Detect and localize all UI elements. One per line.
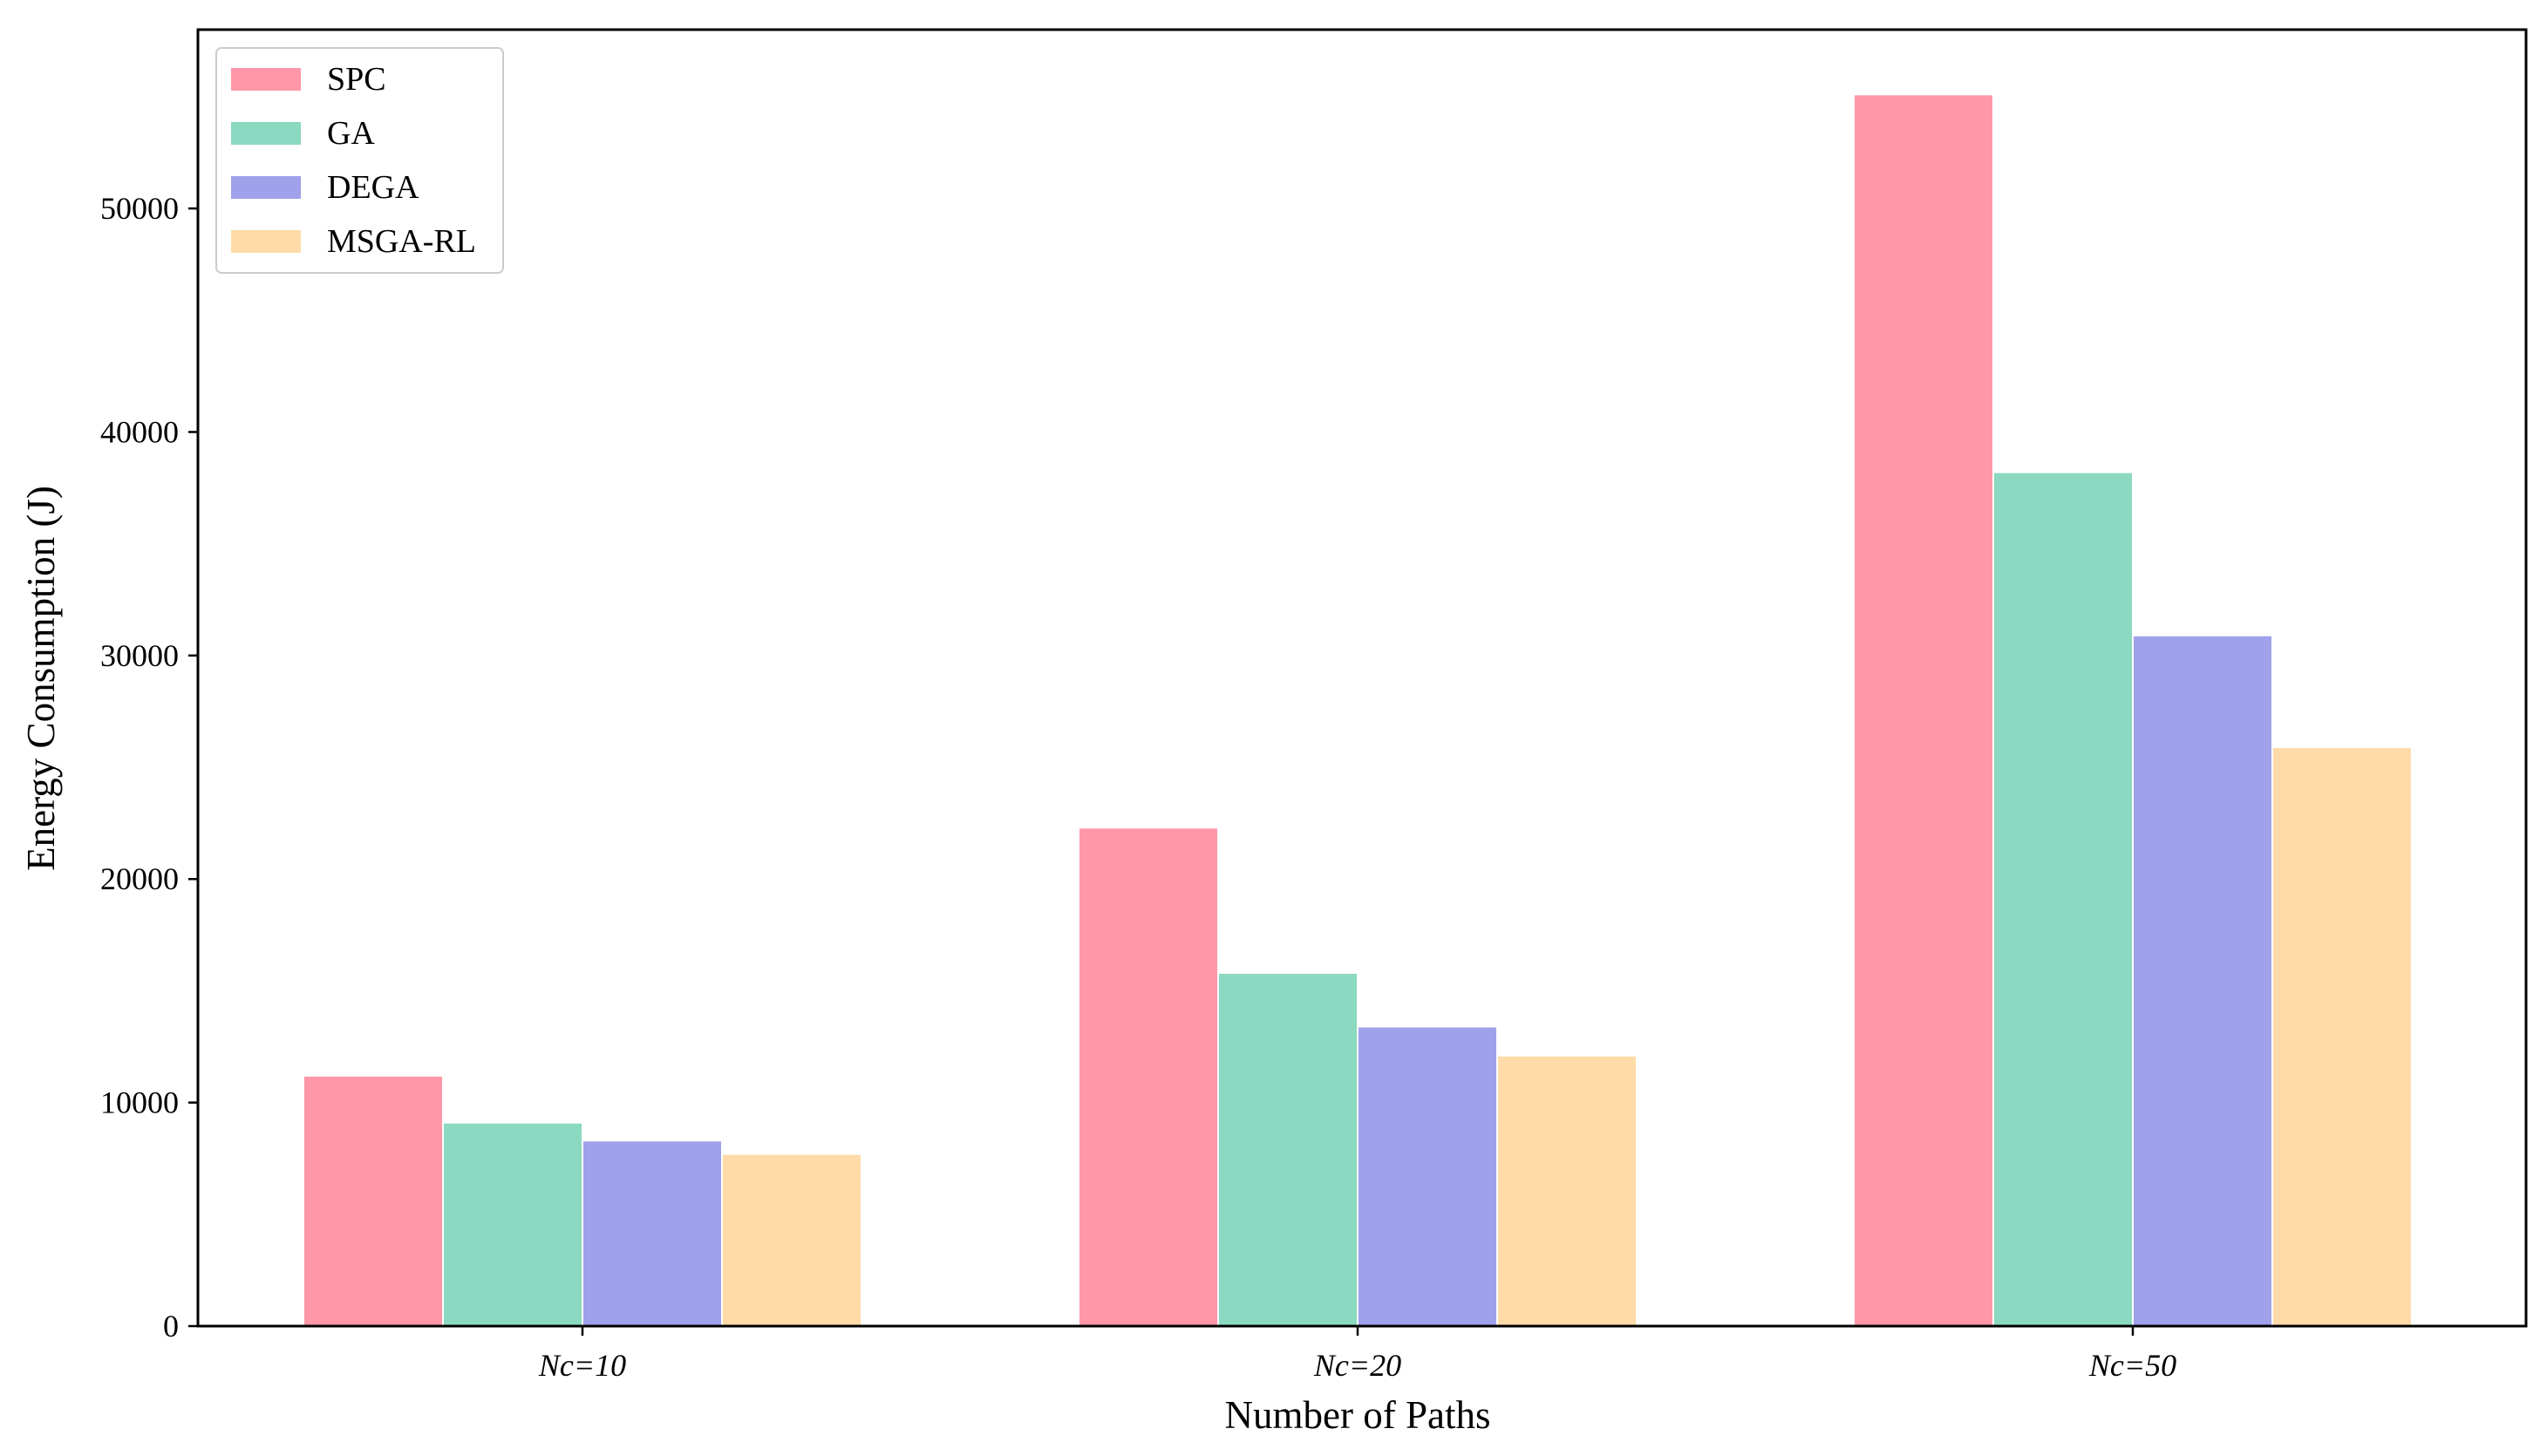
y-axis-label: Energy Consumption (J) — [19, 486, 63, 871]
bar-ga-1 — [442, 1121, 583, 1327]
legend-box — [215, 47, 504, 274]
bar-dega-1 — [582, 1140, 723, 1328]
bar-spc-3 — [1853, 93, 1994, 1328]
x-tick-label: Nc=20 — [1313, 1348, 1401, 1383]
bar-msga-rl-2 — [1496, 1054, 1638, 1327]
bar-msga-rl-1 — [721, 1153, 862, 1327]
legend-swatch-ga — [231, 122, 301, 145]
y-tick-label: 30000 — [100, 638, 179, 673]
y-tick-label: 0 — [163, 1309, 179, 1344]
bar-ga-3 — [1992, 471, 2134, 1327]
legend-label-dega: DEGA — [327, 169, 419, 206]
y-tick-label: 40000 — [100, 414, 179, 449]
bar-spc-1 — [303, 1074, 444, 1328]
y-axis: 0 10000 20000 30000 40000 50000 — [100, 191, 198, 1344]
legend-label-spc: SPC — [327, 61, 386, 98]
legend-swatch-spc — [231, 68, 301, 91]
x-axis-label: Number of Paths — [1225, 1393, 1491, 1437]
bar-dega-2 — [1357, 1025, 1498, 1328]
bar-spc-2 — [1078, 827, 1219, 1327]
x-tick-label: Nc=10 — [538, 1348, 626, 1383]
x-tick-label: Nc=50 — [2088, 1348, 2176, 1383]
y-tick-label: 20000 — [100, 861, 179, 896]
legend-swatch-dega — [231, 176, 301, 199]
legend-label-ga: GA — [327, 115, 375, 152]
bar-dega-3 — [2132, 634, 2273, 1327]
plot-frame — [196, 28, 2528, 1328]
bar-ga-2 — [1217, 971, 1359, 1327]
bars-group — [303, 93, 2413, 1328]
y-tick-label: 50000 — [100, 191, 179, 226]
y-tick-label: 10000 — [100, 1085, 179, 1120]
bar-msga-rl-3 — [2271, 745, 2413, 1327]
legend-label-msga-rl: MSGA-RL — [327, 223, 476, 260]
legend: SPC GA DEGA MSGA-RL — [215, 47, 504, 274]
legend-swatch-msga-rl — [231, 230, 301, 253]
x-axis: Nc=10 Nc=20 Nc=50 — [538, 1326, 2176, 1383]
